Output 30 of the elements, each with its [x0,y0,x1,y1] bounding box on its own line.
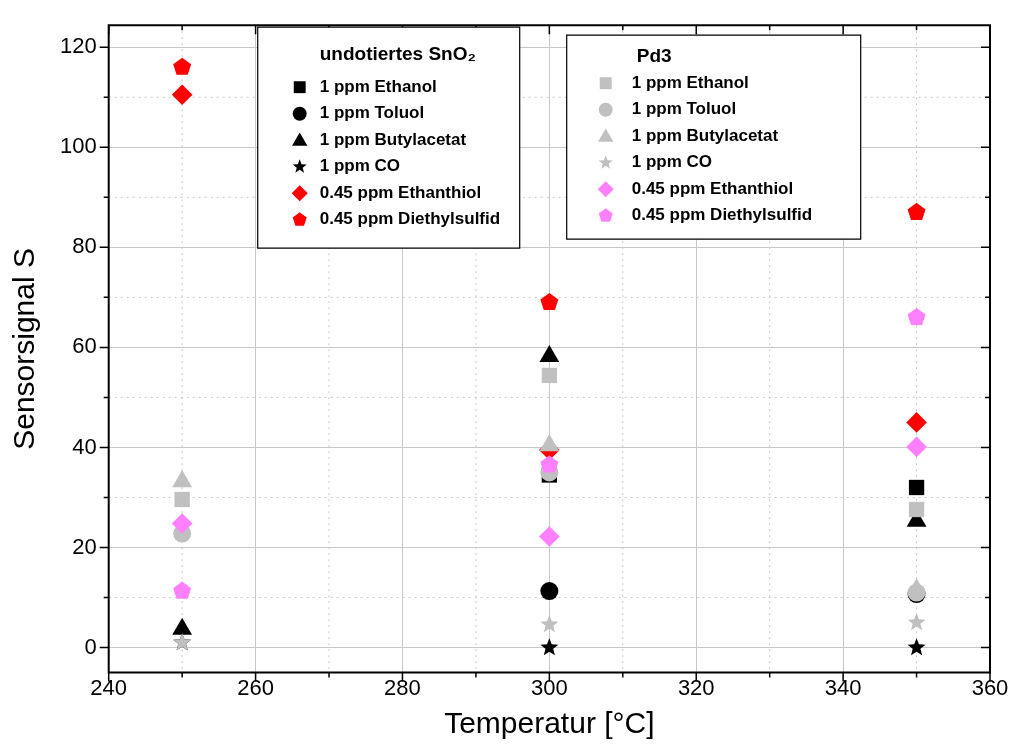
y-tick-label: 100 [59,133,97,159]
legend-label: 1 ppm Ethanol [319,76,437,96]
legend-label: 1 ppm Butylacetat [631,125,779,145]
legend-label: 1 ppm Toluol [631,99,737,119]
legend-label: 1 ppm Toluol [319,103,425,123]
y-tick-label: 0 [84,633,97,659]
legend-label: 1 ppm CO [631,152,712,172]
x-tick-label: 280 [384,674,421,700]
y-tick-label: 20 [72,533,97,559]
x-tick-label: 240 [90,674,128,700]
legend-label: 1 ppm Ethanol [631,72,749,92]
legend-label: 0.45 ppm Diethylsulfid [631,205,813,225]
legend-label: 1 ppm Butylacetat [319,129,467,149]
y-tick-label: 60 [72,333,97,359]
x-tick-label: 300 [530,674,568,700]
y-axis-title: Sensorsignal S [7,248,41,450]
x-tick-label: 260 [237,674,274,700]
annotation: Pd3 [636,45,672,67]
y-tick-label: 120 [59,33,97,59]
annotation: undotiertes SnO₂ [319,43,476,65]
y-tick-label: 80 [72,233,97,259]
x-axis-title: Temperatur [°C] [444,706,655,740]
y-tick-label: 40 [72,433,97,459]
legend-label: 0.45 ppm Diethylsulfid [319,209,501,229]
x-tick-label: 360 [971,674,1009,700]
legend-label: 0.45 ppm Ethanthiol [631,178,794,198]
x-tick-label: 340 [824,674,862,700]
legend-label: 0.45 ppm Ethanthiol [319,182,482,202]
x-tick-label: 320 [677,674,715,700]
legend-label: 1 ppm CO [319,156,400,176]
